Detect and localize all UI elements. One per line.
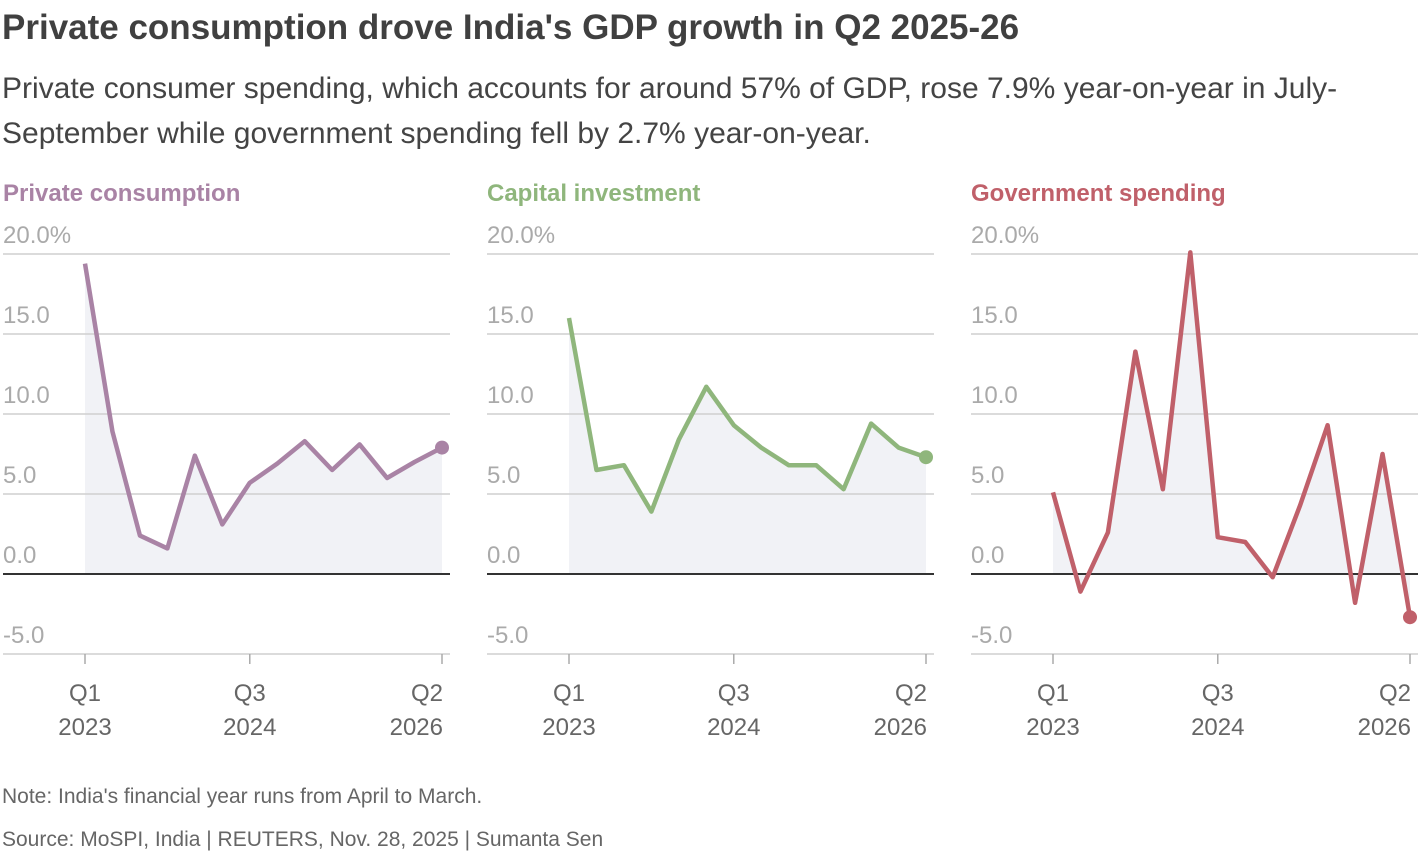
end-dot [919, 450, 933, 465]
panel-title: Capital investment [487, 180, 700, 207]
y-tick-label: 15.0 [487, 302, 534, 329]
note: Note: India's financial year runs from A… [2, 785, 483, 808]
end-dot [1403, 610, 1417, 625]
x-tick-line: 2024 [1191, 714, 1244, 741]
y-tick-label: 20.0% [487, 222, 555, 249]
y-tick-label: 20.0% [3, 222, 71, 249]
x-tick-line: Q3 [1202, 680, 1234, 707]
source: Source: MoSPI, India | REUTERS, Nov. 28,… [2, 828, 604, 851]
y-tick-label: -5.0 [971, 622, 1012, 649]
y-tick-label: 0.0 [971, 542, 1004, 569]
y-tick-label: -5.0 [487, 622, 528, 649]
y-tick-label: 0.0 [3, 542, 36, 569]
y-tick-label: -5.0 [3, 622, 44, 649]
x-tick-label: Q2 2026 [874, 680, 927, 741]
x-tick-line: Q1 [69, 680, 101, 707]
y-tick-label: 0.0 [487, 542, 520, 569]
x-tick-label: Q2 2026 [390, 680, 443, 741]
y-tick-label: 15.0 [971, 302, 1018, 329]
line [1050, 250, 1413, 618]
x-tick-label: Q3 2024 [1191, 680, 1244, 741]
y-tick-label: 5.0 [3, 462, 36, 489]
x-tick-line: Q3 [718, 680, 750, 707]
line [82, 263, 444, 551]
x-tick-line: 2023 [1026, 714, 1079, 741]
x-tick-line: 2024 [707, 714, 760, 741]
line [566, 317, 927, 514]
y-tick-label: 5.0 [487, 462, 520, 489]
y-tick-label: 10.0 [3, 382, 50, 409]
charts: Private consumption -5.0 0.0 5.0 10.0 15.0 20.… [3, 180, 1418, 741]
x-tick-line: Q3 [234, 680, 266, 707]
subtitle: Private consumer spending, which account… [2, 72, 1338, 150]
y-tick-label: 20.0% [971, 222, 1039, 249]
y-tick-label: 15.0 [3, 302, 50, 329]
y-tick-label: 5.0 [971, 462, 1004, 489]
x-tick-label: Q3 2024 [707, 680, 760, 741]
x-tick-label: Q1 2023 [58, 680, 111, 741]
y-tick-label: 10.0 [971, 382, 1018, 409]
area [1053, 252, 1410, 618]
area [569, 318, 926, 574]
x-tick-line: 2024 [223, 714, 276, 741]
x-tick-label: Q3 2024 [223, 680, 276, 741]
title: Private consumption drove India's GDP gr… [2, 8, 1020, 47]
x-tick-line: Q1 [553, 680, 585, 707]
x-tick-line: 2026 [874, 714, 927, 741]
x-tick-line: 2026 [1358, 714, 1411, 741]
x-tick-line: Q2 [895, 680, 927, 707]
x-tick-line: Q2 [411, 680, 443, 707]
x-tick-line: 2023 [542, 714, 595, 741]
area [85, 263, 442, 574]
x-tick-line: Q2 [1379, 680, 1411, 707]
panel-title: Government spending [971, 180, 1226, 207]
x-tick-line: 2023 [58, 714, 111, 741]
x-tick-label: Q1 2023 [542, 680, 595, 741]
end-dot [435, 440, 449, 455]
panel-title: Private consumption [3, 180, 240, 207]
x-tick-line: Q1 [1037, 680, 1069, 707]
x-tick-line: 2026 [390, 714, 443, 741]
y-tick-label: 10.0 [487, 382, 534, 409]
x-tick-label: Q2 2026 [1358, 680, 1411, 741]
x-tick-label: Q1 2023 [1026, 680, 1079, 741]
